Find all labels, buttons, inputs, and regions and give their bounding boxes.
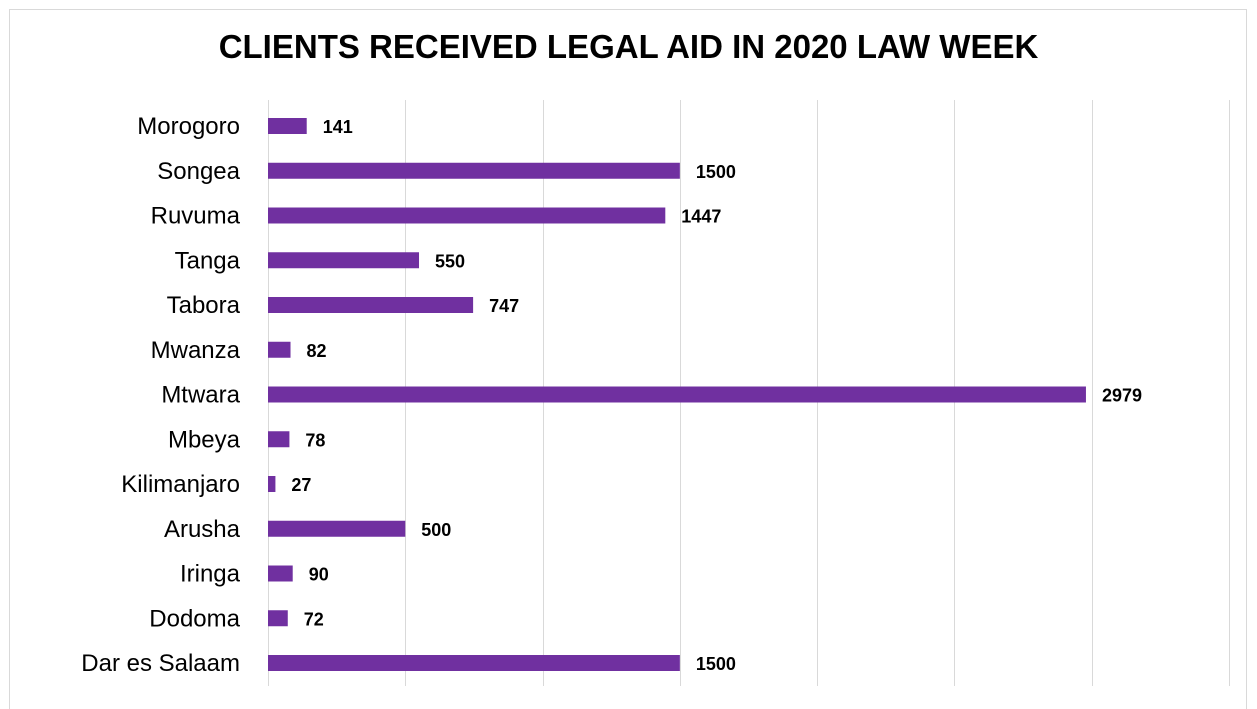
bar	[268, 566, 293, 582]
category-label: Iringa	[180, 561, 241, 588]
bar	[268, 118, 307, 134]
category-label: Tabora	[167, 292, 241, 319]
data-label: 72	[304, 609, 324, 629]
bar	[268, 342, 291, 358]
data-label: 27	[291, 475, 311, 495]
data-label: 1500	[696, 162, 736, 182]
bar	[268, 252, 419, 268]
data-label: 550	[435, 251, 465, 271]
bar	[268, 297, 473, 313]
category-label: Mtwara	[161, 382, 240, 409]
category-label: Kilimanjaro	[121, 471, 240, 498]
data-label: 500	[421, 520, 451, 540]
category-label: Songea	[157, 158, 240, 185]
bar	[268, 387, 1086, 403]
bar	[268, 208, 665, 224]
category-label: Arusha	[164, 516, 241, 543]
bar	[268, 521, 405, 537]
data-label: 1447	[681, 207, 721, 227]
bar	[268, 610, 288, 626]
category-label: Ruvuma	[151, 203, 241, 230]
category-label: Dodoma	[149, 605, 240, 632]
data-label: 2979	[1102, 386, 1142, 406]
data-label: 141	[323, 117, 353, 137]
category-label: Morogoro	[137, 113, 240, 140]
category-label: Tanga	[175, 247, 241, 274]
bar	[268, 476, 275, 492]
category-label: Mbeya	[168, 426, 241, 453]
bar	[268, 431, 289, 447]
data-label: 90	[309, 565, 329, 585]
data-label: 747	[489, 296, 519, 316]
data-label: 82	[307, 341, 327, 361]
bar	[268, 655, 680, 671]
category-label: Mwanza	[151, 337, 241, 364]
data-label: 1500	[696, 654, 736, 674]
data-label: 78	[305, 430, 325, 450]
bar	[268, 163, 680, 179]
category-label: Dar es Salaam	[81, 650, 240, 677]
